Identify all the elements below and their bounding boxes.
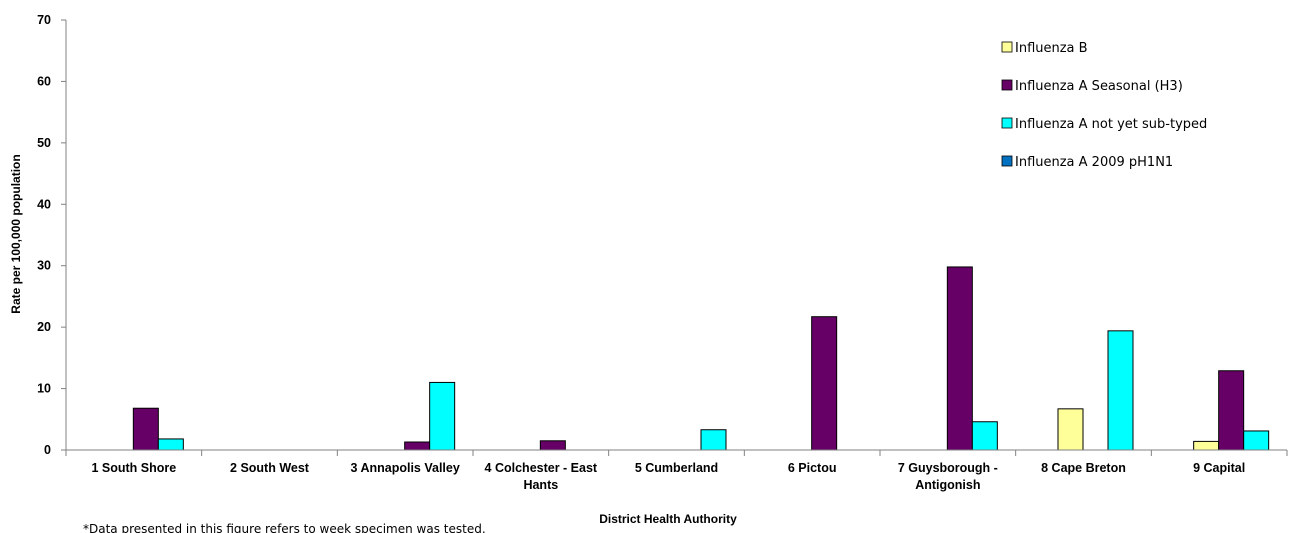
x-category-label: 1 South Shore [91, 461, 176, 475]
x-category-label: 2 South West [230, 461, 310, 475]
bar [700, 429, 727, 451]
bars-group [132, 266, 1270, 451]
legend-label: Influenza A 2009 pH1N1 [1015, 155, 1173, 170]
legend-swatch [1001, 117, 1013, 129]
legend-label: Influenza A Seasonal (H3) [1015, 79, 1183, 94]
bar [404, 441, 431, 451]
x-category-label: 7 Guysborough - [898, 461, 998, 475]
y-tick-label: 10 [37, 382, 51, 396]
legend-label: Influenza A not yet sub-typed [1015, 117, 1207, 132]
x-category-label: 6 Pictou [788, 461, 837, 475]
bar [1243, 430, 1270, 451]
axes-group [61, 19, 1288, 456]
y-tick-label: 60 [37, 74, 51, 88]
bar [1107, 330, 1134, 451]
y-tick-label: 50 [37, 136, 51, 150]
bar [811, 316, 838, 451]
bar [1193, 440, 1220, 451]
bar [971, 421, 998, 451]
x-category-label: Hants [523, 478, 558, 492]
x-category-label: 9 Capital [1193, 461, 1245, 475]
bar [1057, 408, 1084, 451]
y-tick-label: 30 [37, 259, 51, 273]
legend: Influenza B Influenza A Seasonal (H3) Infl… [1001, 41, 1207, 170]
x-category-label: 5 Cumberland [635, 461, 718, 475]
footnote: *Data presented in this figure refers to… [83, 522, 486, 533]
legend-label: Influenza B [1015, 41, 1088, 56]
y-tick-label: 40 [37, 197, 51, 211]
y-tick-labels: 0 10 20 30 40 50 60 70 [37, 13, 51, 457]
legend-swatch [1001, 41, 1013, 53]
y-axis-title: Rate per 100,000 population [9, 154, 23, 313]
x-category-label: 3 Annapolis Valley [351, 461, 460, 475]
x-category-label: Antigonish [915, 478, 980, 492]
bar [946, 266, 973, 451]
legend-swatch [1001, 79, 1013, 91]
y-tick-label: 20 [37, 320, 51, 334]
bar [1218, 370, 1245, 451]
legend-swatch [1001, 155, 1013, 167]
bar [539, 440, 566, 451]
x-category-label: 8 Cape Breton [1041, 461, 1126, 475]
bar [429, 381, 456, 451]
x-category-label: 4 Colchester - East [485, 461, 598, 475]
bar [157, 438, 184, 451]
x-category-labels: 1 South Shore 2 South West 3 Annapolis Val… [91, 461, 1245, 492]
bar [132, 407, 159, 451]
y-tick-label: 70 [37, 13, 51, 27]
y-tick-label: 0 [44, 443, 51, 457]
x-axis-title: District Health Authority [599, 512, 737, 526]
